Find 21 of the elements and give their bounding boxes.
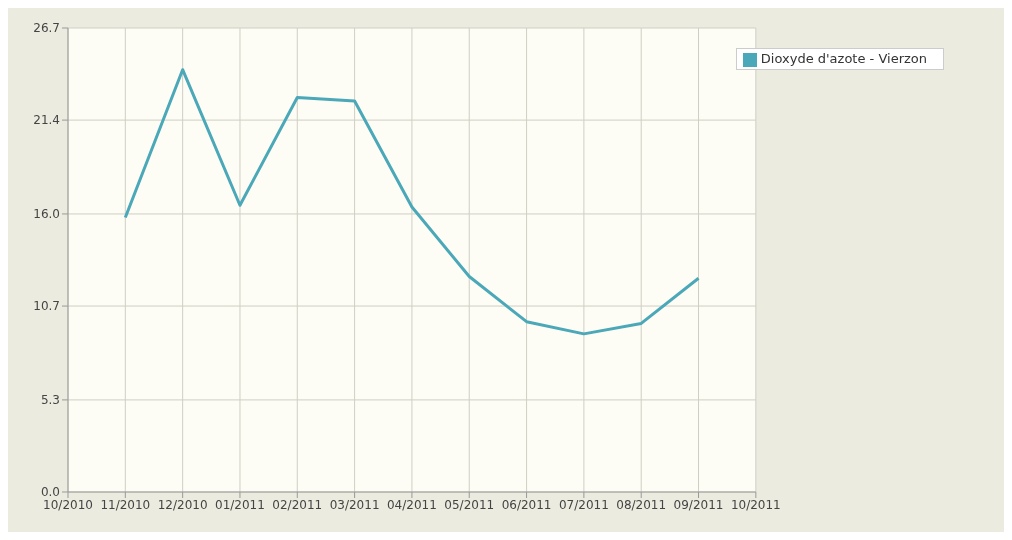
y-tick-label: 5.3: [40, 393, 60, 408]
x-tick-label: 08/2011: [616, 497, 667, 512]
y-tick-label: 21.4: [33, 113, 60, 128]
x-tick-label: 10/2010: [43, 497, 93, 512]
x-tick-label: 04/2011: [386, 497, 437, 512]
x-tick-label: 09/2011: [673, 497, 724, 512]
x-tick-label: 12/2010: [157, 497, 208, 512]
x-tick-label: 07/2011: [558, 497, 609, 512]
legend-label: Dioxyde d'azote - Vierzon: [760, 51, 927, 66]
x-tick-label: 11/2010: [100, 497, 151, 512]
x-tick-label: 05/2011: [444, 497, 495, 512]
y-tick-label: 10.7: [33, 299, 60, 314]
line-series: [123, 68, 701, 336]
x-tick-label: 02/2011: [272, 497, 323, 512]
x-tick-label: 10/2011: [730, 497, 781, 512]
x-tick-label: 01/2011: [215, 497, 265, 512]
y-tick-label: 0.0: [40, 485, 60, 500]
y-tick-label: 26.7: [33, 21, 60, 36]
x-tick-label: 06/2011: [501, 497, 552, 512]
x-tick-label: 03/2011: [329, 497, 380, 512]
y-tick-label: 16.0: [33, 207, 60, 222]
